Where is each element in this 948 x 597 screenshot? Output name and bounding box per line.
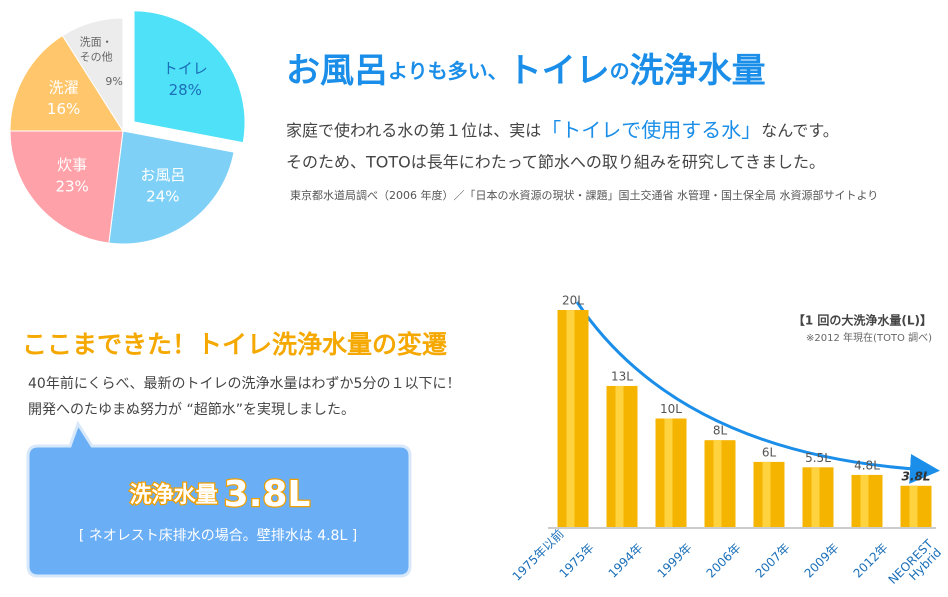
bar-value-label: 4.8L	[854, 458, 880, 472]
bar-value-label: 3.8L	[902, 469, 931, 483]
text-part: 家庭で使われる水の第１位は、実は	[286, 121, 541, 140]
bar-highlight	[860, 474, 869, 527]
title-part: トイレ	[508, 51, 610, 91]
pie-slice	[61, 17, 124, 133]
x-tick-label: 2012年	[851, 541, 891, 581]
trend-arrow	[575, 301, 940, 484]
section-title: ここまできた！トイレ洗浄水量の変遷	[22, 330, 447, 359]
bar-value-label: 8L	[713, 424, 728, 438]
slice-label: 洗面・その他	[80, 35, 113, 63]
bar-highlight	[615, 385, 624, 527]
text-highlight: 「トイレで使用する水」	[541, 118, 761, 142]
bar	[802, 467, 834, 527]
section-text: 開発へのたゆまぬ努力が “超節水”を実現しました。	[28, 401, 355, 418]
text-part: なんです。	[761, 121, 839, 140]
bar-highlight	[713, 440, 722, 527]
bar	[900, 485, 932, 527]
slice-label: 洗濯	[49, 78, 79, 96]
bubble-note: [ ネオレスト床排水の場合。壁排水は 4.8L ]	[79, 528, 357, 544]
pie-slice	[9, 34, 124, 132]
speech-bubble	[26, 420, 412, 578]
bubble-headline: 洗浄水量 3.8L	[130, 474, 311, 515]
bar-highlight	[909, 485, 918, 527]
title-part: お風呂	[286, 51, 388, 91]
pie-slice	[108, 130, 235, 245]
header-line2: そのため、TOTOは長年にわたって節水への取り組みを研究してきました。	[286, 153, 825, 172]
bar-highlight	[811, 467, 820, 527]
x-tick-label: 1999年	[655, 541, 695, 581]
bar-highlight	[762, 461, 771, 527]
bar-value-label: 5.5L	[805, 451, 831, 465]
pie-slice	[131, 8, 248, 146]
title-part: の	[610, 59, 630, 83]
bar	[557, 310, 589, 527]
x-tick-label: 1994年	[606, 541, 646, 581]
bar-value-label: 13L	[611, 369, 633, 383]
pie-slice	[9, 130, 124, 244]
bar	[753, 461, 785, 527]
x-tick-label: 1975年	[557, 541, 597, 581]
slice-value: 16%	[47, 100, 80, 118]
x-tick-label: 2006年	[704, 541, 744, 581]
x-tick-label: 2007年	[753, 541, 793, 581]
x-tick-label: 2009年	[802, 541, 842, 581]
bar-chart-title: 【1 回の大洗浄水量(L)】	[793, 313, 932, 328]
bar-value-label: 6L	[762, 445, 777, 459]
bubble-value: 3.8L	[224, 474, 311, 515]
title-part: よりも多い、	[388, 59, 508, 83]
slice-label: トイレ	[163, 59, 208, 77]
slice-value: 28%	[169, 81, 202, 99]
slice-label: お風呂	[140, 165, 185, 183]
bar	[851, 474, 883, 527]
x-tick-label: 1975年以前	[509, 526, 567, 584]
bar	[606, 385, 638, 527]
slice-value: 9%	[105, 75, 122, 88]
bar-value-label: 20L	[562, 294, 584, 308]
source-note: 東京都水道局調べ（2006 年度）／「日本の水資源の現状・課題」国土交通省 水管…	[290, 188, 878, 202]
bar-chart-subtitle: ※2012 年現在(TOTO 調べ)	[806, 331, 932, 344]
header-line1: 家庭で使われる水の第１位は、実は「トイレで使用する水」なんです。	[286, 118, 839, 142]
bar	[655, 418, 687, 527]
slice-value: 23%	[55, 177, 88, 195]
slice-value: 24%	[146, 187, 179, 205]
bar-value-label: 10L	[660, 402, 682, 416]
bar-highlight	[664, 418, 673, 527]
section-text: 40年前にくらべ、最新のトイレの洗浄水量はわずか5分の１以下に！	[28, 375, 460, 392]
x-tick-label: NEORESTHybrid	[885, 536, 944, 595]
bar-highlight	[566, 310, 575, 527]
bar	[704, 440, 736, 527]
header-title: お風呂よりも多い、トイレの洗浄水量	[286, 51, 766, 91]
bubble-label: 洗浄水量	[130, 482, 218, 508]
title-part: 洗浄水量	[630, 51, 766, 91]
slice-label: 炊事	[57, 155, 87, 173]
